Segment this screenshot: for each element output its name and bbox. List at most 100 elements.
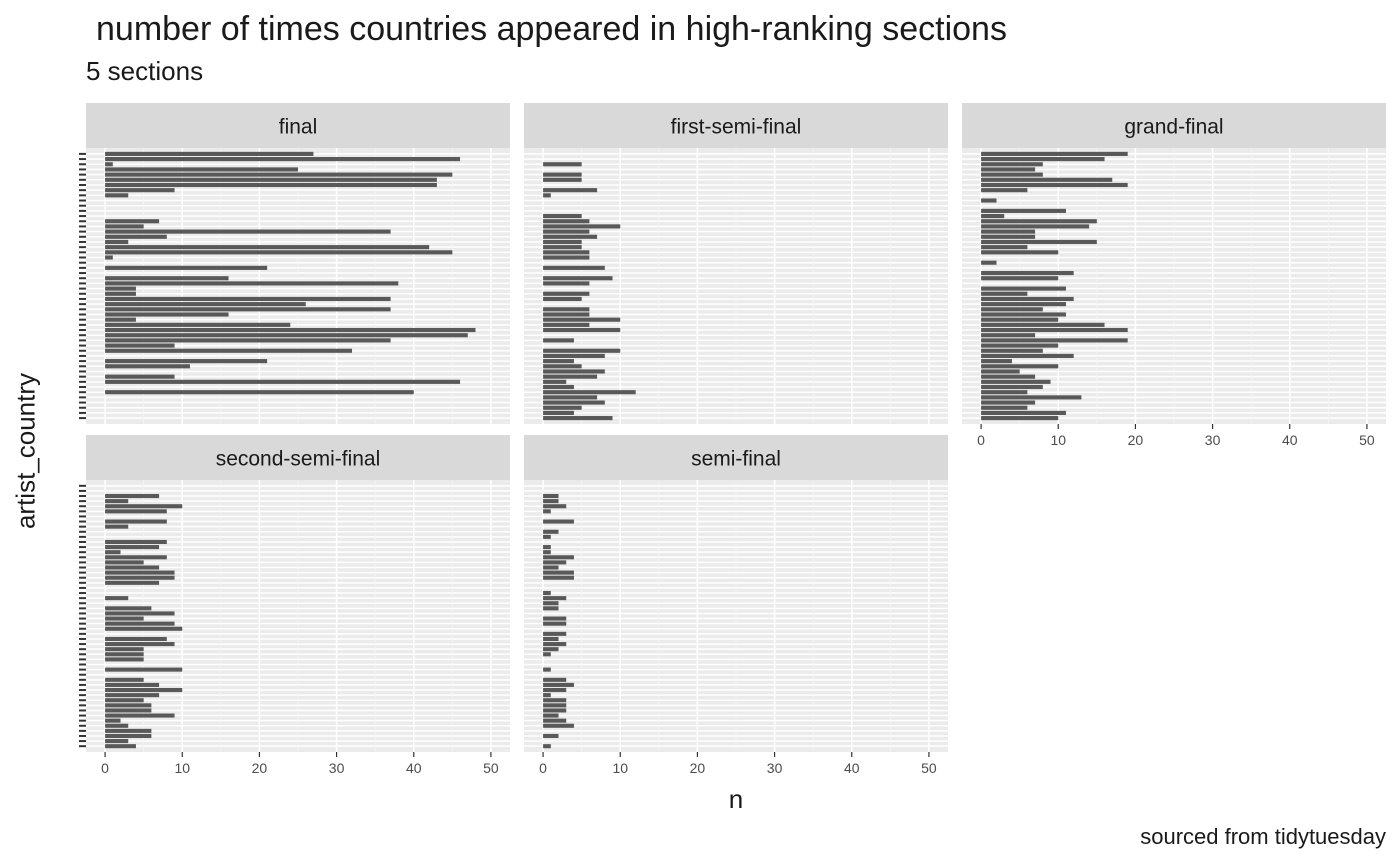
bar	[543, 384, 574, 390]
bar	[543, 575, 574, 580]
bar	[981, 338, 1128, 343]
bar	[105, 167, 298, 172]
bar	[981, 379, 1051, 384]
bar	[105, 379, 461, 384]
bar	[105, 713, 175, 718]
bar	[543, 250, 590, 255]
bar	[543, 400, 605, 405]
bar	[543, 312, 590, 317]
bar	[105, 728, 152, 733]
bar	[543, 276, 613, 281]
bar	[981, 322, 1105, 327]
facet-strip-label: second-semi-final	[216, 448, 381, 471]
x-tick-label: 20	[690, 760, 706, 776]
bar	[105, 493, 160, 499]
bar	[981, 198, 997, 203]
bar	[543, 677, 567, 682]
bar	[543, 723, 574, 728]
bar	[981, 343, 1059, 348]
bar	[543, 245, 582, 250]
bar	[105, 239, 129, 245]
bar	[543, 255, 590, 260]
bar	[105, 744, 136, 749]
facet-strip	[962, 103, 1386, 148]
bar	[105, 390, 414, 395]
bar	[981, 182, 1128, 188]
bar	[105, 219, 160, 224]
bar	[105, 698, 144, 703]
bar	[543, 213, 582, 219]
bar	[105, 723, 129, 728]
x-tick-label: 30	[1205, 432, 1221, 448]
x-tick-label: 40	[1282, 432, 1298, 448]
bar	[543, 317, 621, 322]
bar	[105, 296, 391, 302]
bar	[105, 229, 391, 234]
bar	[105, 642, 175, 647]
bar	[543, 529, 559, 534]
chart-caption: sourced from tidytuesday	[1140, 824, 1386, 849]
bar	[981, 307, 1043, 312]
bar	[543, 239, 582, 245]
bar	[543, 708, 567, 713]
bar	[105, 739, 129, 744]
bar	[105, 162, 113, 167]
bar	[105, 224, 144, 229]
x-tick-label: 10	[1050, 432, 1066, 448]
bar	[981, 270, 1074, 276]
bar	[105, 565, 160, 570]
bar	[981, 333, 1036, 338]
bar	[981, 234, 1036, 239]
bar	[105, 626, 183, 631]
bar	[543, 636, 559, 642]
bar	[105, 550, 121, 555]
bar	[105, 519, 167, 524]
x-tick-label: 20	[1128, 432, 1144, 448]
bar	[105, 570, 175, 575]
bar	[105, 621, 175, 626]
bar	[105, 703, 152, 708]
chart-subtitle: 5 sections	[86, 56, 204, 86]
bar	[543, 616, 567, 621]
bar	[543, 369, 605, 374]
bar	[105, 693, 160, 698]
bar	[981, 245, 1028, 250]
bar	[543, 550, 551, 555]
bar	[981, 317, 1059, 322]
bar	[543, 570, 574, 575]
bar	[981, 157, 1105, 162]
x-tick-label: 50	[483, 760, 499, 776]
bar	[981, 374, 1036, 379]
bar	[105, 636, 167, 642]
bar	[981, 208, 1066, 213]
bar	[543, 606, 559, 611]
bar	[543, 405, 582, 410]
bar	[981, 302, 1066, 307]
bar	[105, 580, 160, 585]
bar	[543, 348, 621, 353]
bar	[543, 601, 559, 606]
bar	[543, 364, 582, 369]
bar	[105, 718, 121, 723]
bar	[105, 172, 453, 177]
bar	[105, 545, 160, 550]
bar	[105, 276, 229, 281]
bar	[543, 379, 567, 384]
x-tick-label: 40	[406, 760, 422, 776]
facet-strip-label: first-semi-final	[671, 116, 802, 139]
bar	[543, 390, 636, 395]
bar	[981, 229, 1036, 234]
bar	[543, 307, 590, 312]
bar	[981, 276, 1059, 281]
bar	[105, 374, 175, 379]
bar	[105, 616, 144, 621]
bar	[105, 193, 129, 198]
bar	[981, 188, 1028, 193]
x-tick-label: 10	[174, 760, 190, 776]
bar	[981, 291, 1028, 296]
bar	[105, 281, 399, 286]
bar	[543, 555, 574, 560]
bar	[105, 499, 129, 504]
bar	[543, 590, 551, 596]
bar	[105, 364, 190, 369]
